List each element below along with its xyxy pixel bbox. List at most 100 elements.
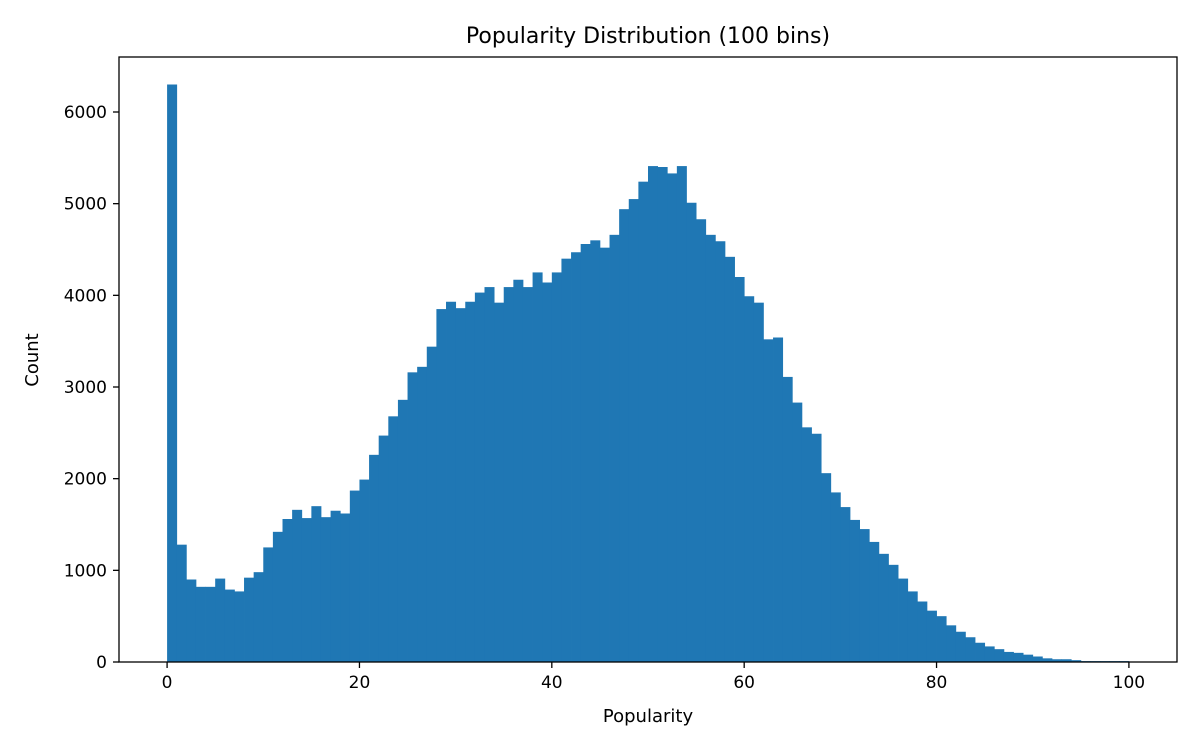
histogram-bar <box>821 473 832 662</box>
histogram-bar <box>590 240 601 663</box>
histogram-bar <box>1023 654 1034 662</box>
histogram-bar <box>571 252 582 662</box>
histogram-bar <box>1071 660 1082 662</box>
histogram-bar <box>696 219 707 662</box>
histogram-bar <box>792 402 803 662</box>
histogram-bar <box>907 591 918 662</box>
x-tick-label: 80 <box>926 673 948 693</box>
histogram-bar <box>551 272 562 662</box>
histogram-bar <box>715 241 726 662</box>
histogram-bar <box>263 547 274 662</box>
histogram-bar <box>744 296 755 662</box>
histogram-bar <box>532 272 543 662</box>
histogram-bar <box>474 292 485 662</box>
histogram-bar <box>1013 652 1024 662</box>
histogram-bar <box>446 301 457 662</box>
histogram-bar <box>580 244 591 662</box>
histogram-bar <box>619 209 630 662</box>
histogram-bar <box>407 372 418 662</box>
x-axis-ticks: 0 20 40 60 80 100 <box>162 662 1145 693</box>
histogram-bar <box>763 339 774 662</box>
histogram-bar <box>1051 659 1062 662</box>
histogram-bar <box>272 531 283 662</box>
histogram-bar <box>811 433 822 662</box>
histogram-bar <box>849 519 860 662</box>
histogram-bar <box>869 541 880 662</box>
histogram-bar <box>859 529 870 662</box>
plot-frame <box>118 56 1178 663</box>
histogram-bar <box>388 416 399 662</box>
histogram-bar <box>349 490 360 662</box>
histogram-bar <box>686 202 697 662</box>
histogram-bar <box>1042 658 1053 662</box>
histogram-bar <box>609 234 620 663</box>
histogram-bar <box>936 616 947 662</box>
histogram-bar <box>734 277 745 662</box>
histogram-bar <box>782 376 793 662</box>
histogram-bar <box>955 631 966 662</box>
x-tick-label: 40 <box>541 673 563 693</box>
y-tick-label: 2000 <box>64 470 107 490</box>
histogram-bar <box>975 642 986 662</box>
histogram-bar <box>1032 656 1043 662</box>
histogram-bar <box>946 625 957 662</box>
histogram-bar <box>292 509 303 662</box>
y-tick-label: 4000 <box>64 286 107 306</box>
histogram-bar <box>484 287 495 662</box>
histogram-bar <box>638 181 649 662</box>
chart-title: Popularity Distribution (100 bins) <box>466 24 830 49</box>
histogram-bar <box>753 302 764 662</box>
histogram-bar <box>522 287 533 662</box>
histogram-bar <box>830 492 841 662</box>
histogram-bar <box>311 506 322 662</box>
y-tick-label: 5000 <box>64 195 107 215</box>
y-axis-ticks: 0 1000 2000 3000 4000 5000 6000 <box>64 103 119 673</box>
histogram-bar <box>330 510 341 662</box>
histogram-bar <box>724 256 735 662</box>
histogram-bar <box>253 572 264 662</box>
histogram-bar <box>426 346 437 662</box>
histogram-bar <box>378 435 389 662</box>
histogram-bar <box>667 173 678 662</box>
histogram-bar <box>455 308 466 662</box>
y-tick-label: 0 <box>96 653 107 673</box>
histogram-bar <box>176 544 187 662</box>
histogram-bar <box>801 427 812 662</box>
histogram-bar <box>599 247 610 662</box>
histogram-bar <box>917 601 928 662</box>
histogram-bar <box>888 564 899 662</box>
histogram-bar <box>965 637 976 662</box>
histogram-bar <box>513 279 524 662</box>
y-axis-label: Count <box>22 333 43 386</box>
x-tick-label: 20 <box>349 673 371 693</box>
histogram-bar <box>301 518 312 662</box>
histogram-bar <box>234 591 245 662</box>
histogram-bar <box>994 649 1005 662</box>
bars-group <box>167 84 1130 663</box>
histogram-bar <box>773 337 784 662</box>
y-tick-label: 1000 <box>64 561 107 581</box>
x-tick-label: 60 <box>733 673 755 693</box>
histogram-bar <box>359 479 370 662</box>
x-tick-label: 0 <box>162 673 173 693</box>
histogram-bar <box>320 517 331 662</box>
histogram-bar <box>657 167 668 662</box>
histogram-bar <box>369 454 380 662</box>
histogram-bar <box>840 507 851 662</box>
histogram-bar <box>205 586 216 662</box>
histogram-bar <box>676 166 687 663</box>
histogram-bar <box>926 610 937 662</box>
histogram-bar <box>1003 651 1014 662</box>
histogram-bar <box>494 302 505 662</box>
histogram-bar <box>397 399 408 662</box>
histogram-bar <box>561 258 572 662</box>
histogram-bar <box>628 199 639 663</box>
y-tick-label: 6000 <box>64 103 107 123</box>
x-axis-label: Popularity <box>603 706 694 727</box>
histogram-bar <box>648 166 659 663</box>
histogram-bar <box>984 646 995 662</box>
histogram-bar <box>465 301 476 662</box>
histogram-bar <box>436 309 447 662</box>
histogram-bar <box>898 578 909 662</box>
